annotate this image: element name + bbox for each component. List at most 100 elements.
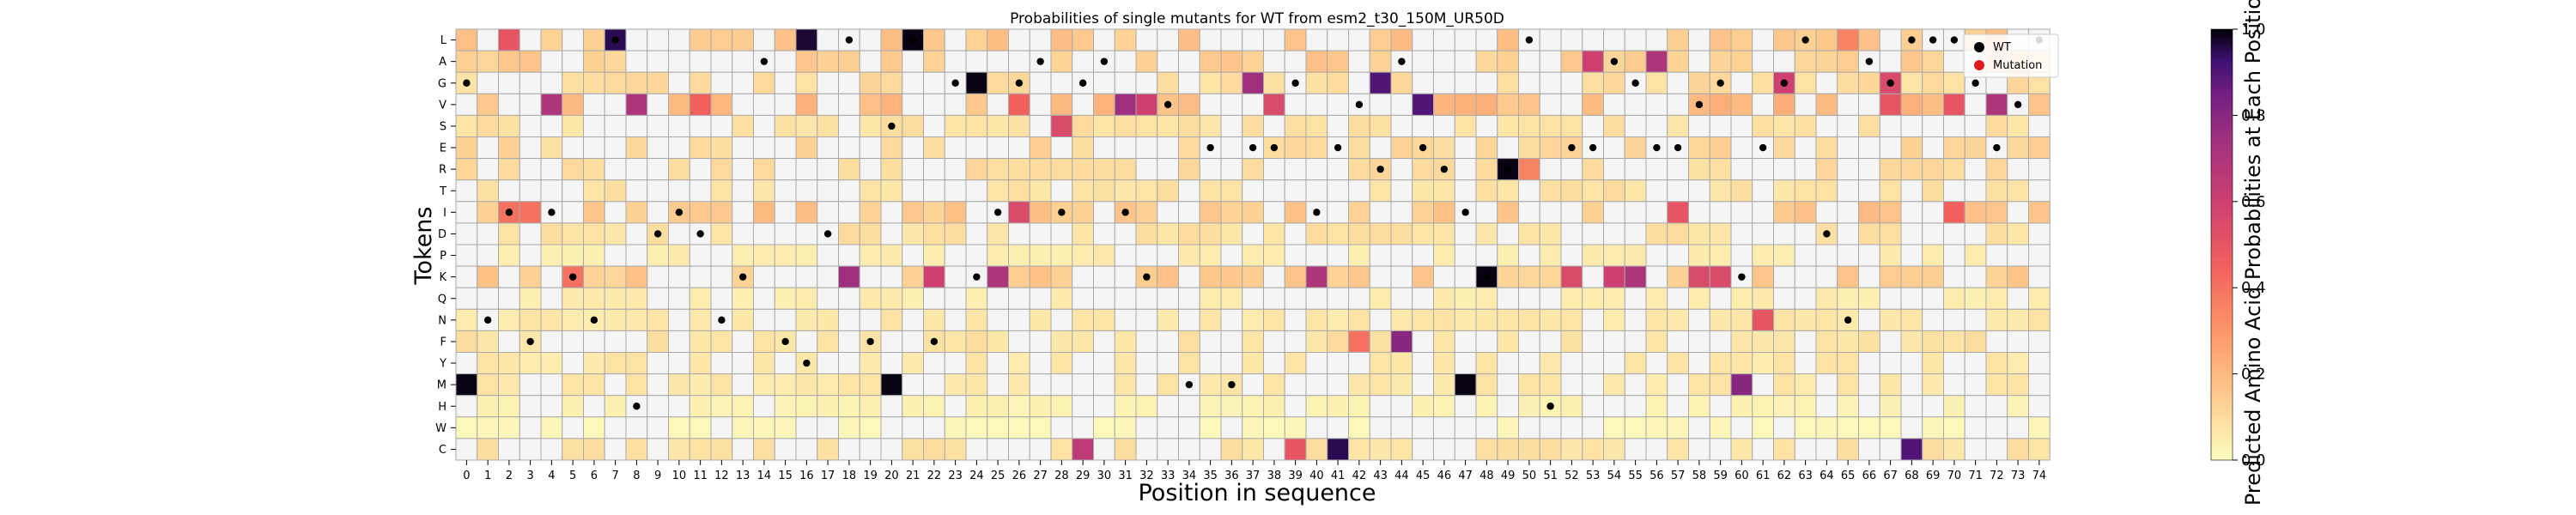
heatmap-cell [1752,201,1774,224]
wt-marker [888,122,896,130]
heatmap-cell [1114,136,1137,160]
heatmap-cell [1709,373,1732,397]
heatmap-cell [1412,438,1434,461]
heatmap-cell [1900,395,1923,418]
heatmap-cell [1879,158,1902,181]
heatmap-cell [880,352,903,375]
heatmap-cell [774,416,797,439]
heatmap-cell [944,244,967,267]
y-tick-label: A [439,56,447,69]
heatmap-cell [540,416,563,439]
wt-marker [718,316,726,324]
heatmap-cell [1815,438,1838,461]
heatmap-cell [519,352,542,375]
heatmap-cell [880,28,903,52]
heatmap-cell [498,287,520,310]
heatmap-cell [1879,416,1902,439]
heatmap-cell [1263,114,1285,137]
heatmap-cell [944,373,967,397]
heatmap-cell [1008,373,1030,397]
heatmap-cell [1390,308,1413,331]
heatmap-cell [604,265,627,288]
wt-marker [1483,273,1491,281]
wt-marker [993,209,1002,216]
heatmap-cell [1603,136,1625,160]
wt-marker [1971,79,1979,87]
heatmap-cell [880,395,903,418]
heatmap-cell [944,287,967,310]
heatmap-cell [1964,265,1987,288]
heatmap-cell [1390,265,1413,288]
heatmap-cell [1220,395,1243,418]
heatmap-cell [1093,179,1115,203]
heatmap-cell [583,136,605,160]
x-tick-label: 40 [1309,470,1324,482]
heatmap-cell [668,114,690,137]
heatmap-cell [2007,244,2029,267]
heatmap-cell [1837,93,1859,116]
heatmap-cell [1943,222,1965,245]
heatmap-cell [604,373,627,397]
heatmap-cell [1072,201,1094,224]
heatmap-cell [1220,201,1243,224]
heatmap-cell [625,222,648,245]
heatmap-cell [774,395,797,418]
heatmap-cell [1008,179,1030,203]
heatmap-cell [1518,330,1540,353]
heatmap-cell [1242,93,1264,116]
heatmap-cell [1539,287,1562,310]
heatmap-cell [1412,71,1434,94]
heatmap-cell [604,222,627,245]
x-tick-label: 67 [1883,470,1898,482]
heatmap-cell [1029,287,1052,310]
heatmap-cell [1837,330,1859,353]
heatmap-cell [1497,93,1519,116]
heatmap-cell [880,71,903,94]
heatmap-cell [1475,287,1498,310]
heatmap-cell [1072,373,1094,397]
heatmap-cell [1178,244,1200,267]
heatmap-cell [1773,287,1795,310]
heatmap-cell [944,28,967,52]
heatmap-cell [1114,222,1137,245]
heatmap-cell [1582,330,1604,353]
heatmap-cell [1497,179,1519,203]
x-tick-label: 8 [633,470,640,482]
heatmap-cell [1730,222,1753,245]
heatmap-cell [1709,352,1732,375]
heatmap-cell [1943,93,1965,116]
heatmap-cell [1858,352,1880,375]
heatmap-cell [817,158,839,181]
heatmap-cell [1475,28,1498,52]
heatmap-cell [965,93,988,116]
heatmap-cell [2007,158,2029,181]
y-tick-label: Q [438,293,447,306]
heatmap-cell [774,265,797,288]
heatmap-cell [1922,114,1944,137]
heatmap-cell [1560,71,1583,94]
heatmap-cell [1242,158,1264,181]
y-tick-label: R [439,164,447,177]
heatmap-cell [838,416,860,439]
wt-marker [866,337,874,346]
heatmap-cell [498,352,520,375]
heatmap-cell [689,330,712,353]
heatmap-cell [2028,438,2050,461]
heatmap-cell [1114,438,1137,461]
heatmap-cell [1922,352,1944,375]
x-axis-ticks: 0 1 2 3 4 5 6 7 8 9 10 11 12 13 14 15 16 17 18 19 20 21 22 23 24… [463,460,2046,482]
heatmap-cell [732,244,754,267]
x-tick-label: 47 [1458,470,1473,482]
heatmap-cell [795,416,818,439]
heatmap-cell [540,136,563,160]
heatmap-cell [1624,201,1647,224]
heatmap-cell [1815,265,1838,288]
heatmap-cell [902,330,924,353]
heatmap-cell [540,308,563,331]
heatmap-cell [1433,373,1455,397]
heatmap-cell [1454,438,1477,461]
legend: WT Mutation [1963,33,2059,78]
wt-marker [696,230,704,238]
heatmap-cell [902,373,924,397]
heatmap-cell [1709,395,1732,418]
